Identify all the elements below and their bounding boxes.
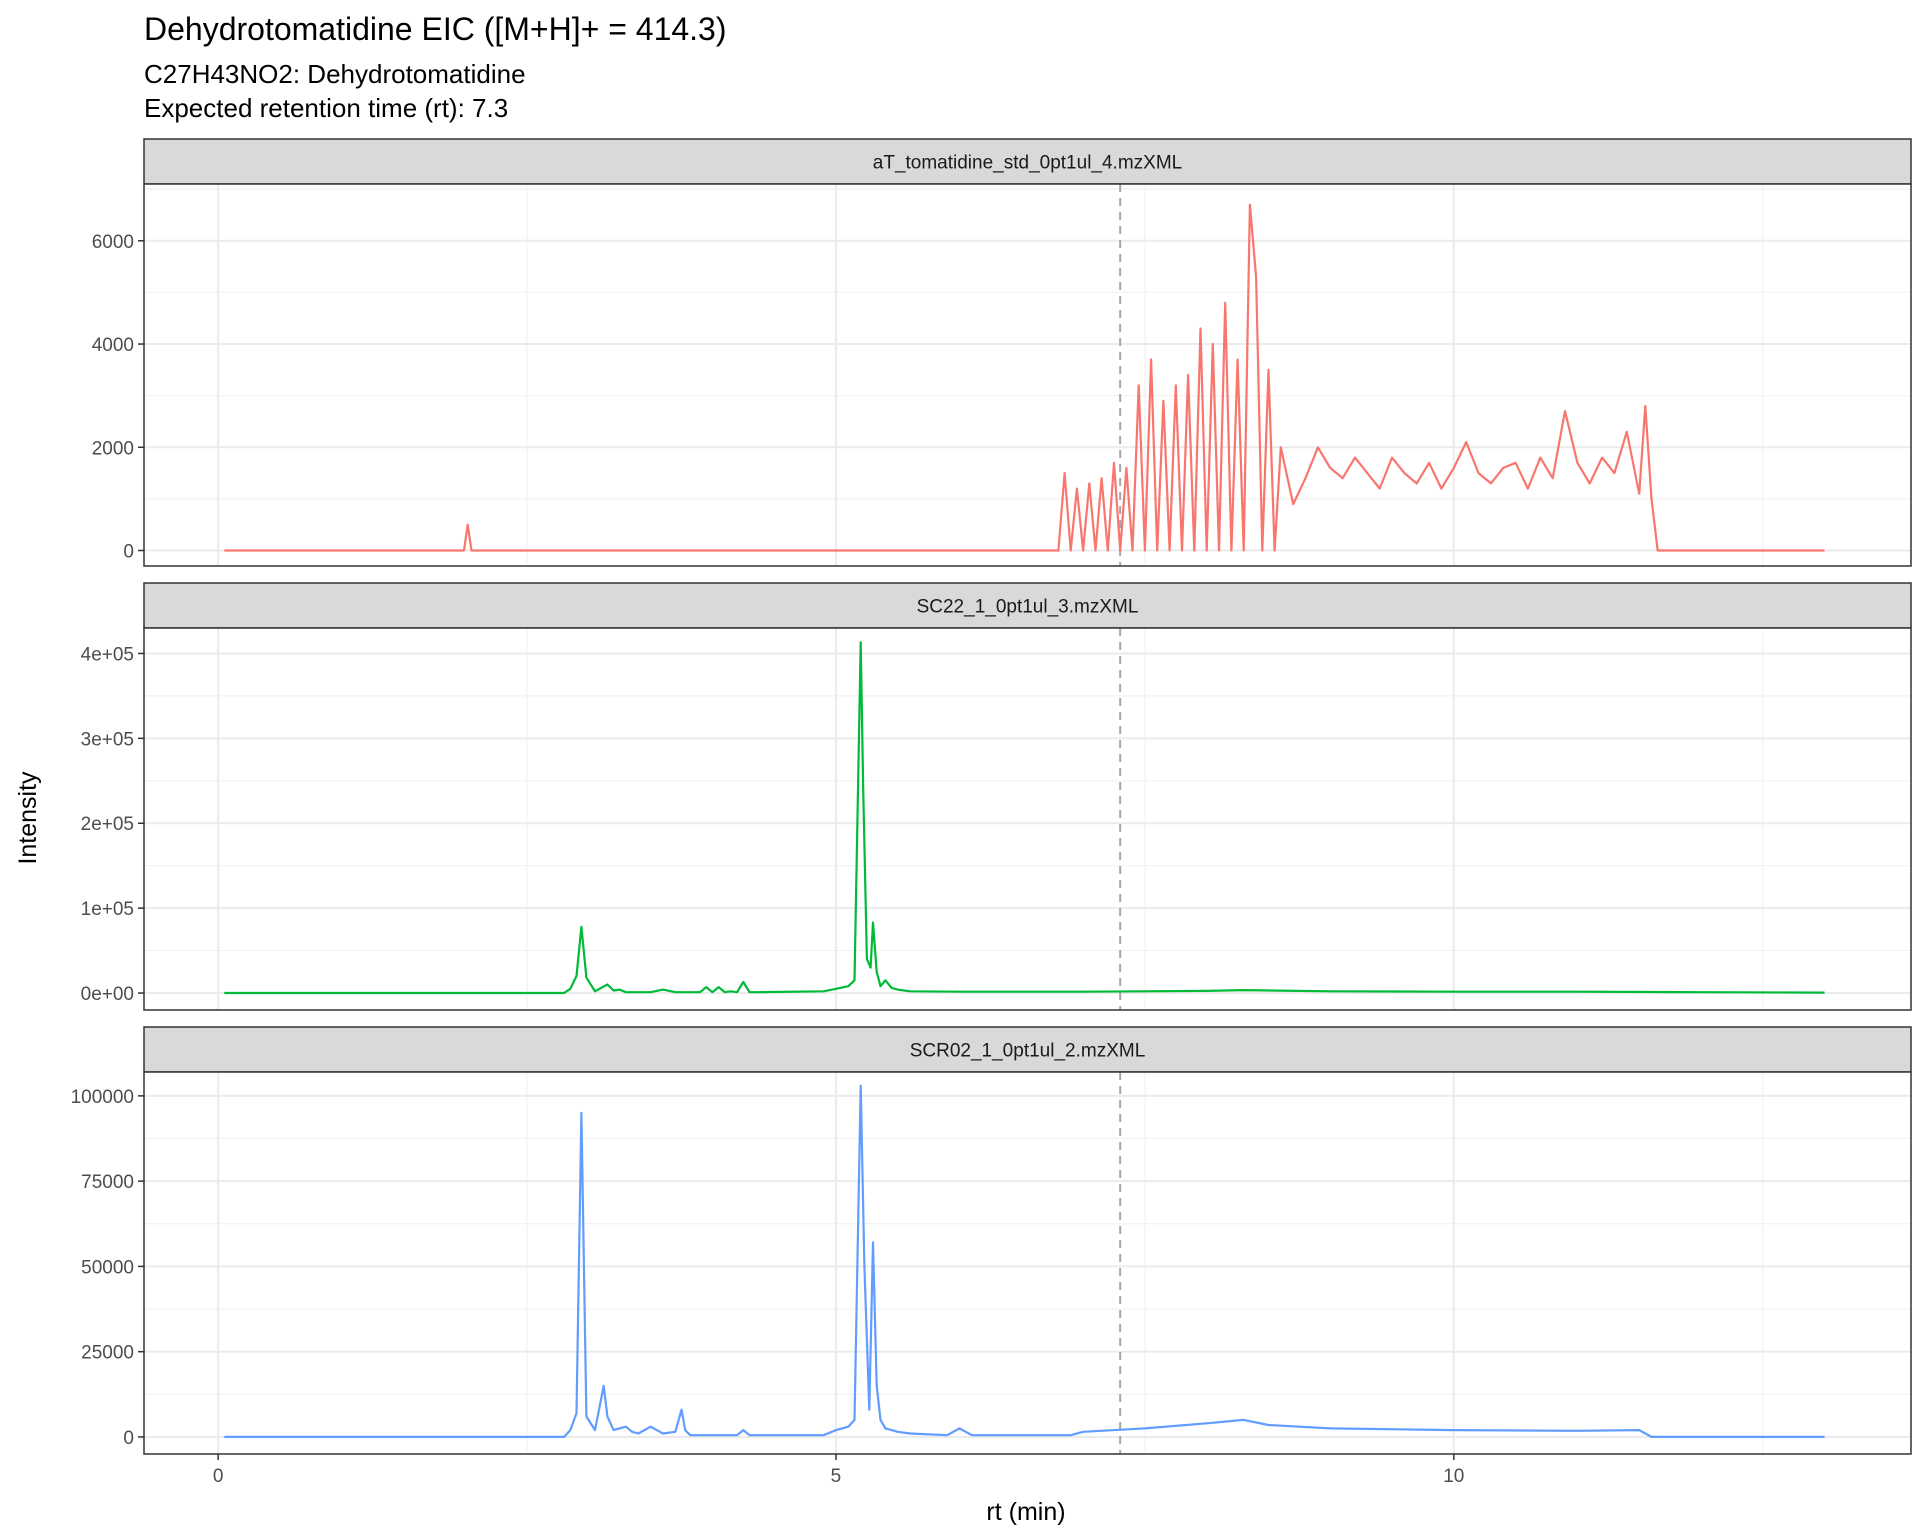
series-line [224, 1084, 1825, 1439]
x-axis-title: rt (min) [986, 1498, 1065, 1526]
facet-panel: SC22_1_0pt1ul_3.mzXML 0e+00 1e+05 2e+05 3e+0… [81, 582, 1912, 1011]
x-tick-label: 0 [213, 1466, 224, 1487]
y-tick-label: 100000 [71, 1087, 134, 1108]
x-tick-label: 5 [831, 1466, 842, 1487]
y-tick-label: 0 [123, 1428, 134, 1449]
facet-strip [143, 1026, 1912, 1073]
y-tick-label: 4000 [92, 335, 134, 356]
facet-strip-label: aT_tomatidine_std_0pt1ul_4.mzXML [873, 153, 1182, 174]
facet-panel: SCR02_1_0pt1ul_2.mzXML 0 25000 50000 75000 10… [71, 1026, 1912, 1455]
y-tick-label: 0e+00 [81, 984, 134, 1005]
panel-border [143, 183, 1912, 567]
y-tick-label: 3e+05 [81, 729, 134, 750]
y-tick-label: 0 [123, 542, 134, 563]
panel-background [144, 184, 1911, 566]
y-tick-label: 1e+05 [81, 899, 134, 920]
facet-panel: aT_tomatidine_std_0pt1ul_4.mzXML 0 2000 400… [92, 138, 1912, 567]
y-axis-title: Intensity [14, 771, 42, 865]
panel-background [144, 628, 1911, 1010]
y-tick-label: 50000 [81, 1257, 134, 1278]
x-tick-label: 10 [1443, 1466, 1464, 1487]
chart-title: Dehydrotomatidine EIC ([M+H]+ = 414.3) [144, 11, 727, 47]
y-tick-label: 2000 [92, 438, 134, 459]
chart-subtitle-formula: C27H43NO2: Dehydrotomatidine [144, 59, 526, 89]
panel-background [144, 1072, 1911, 1454]
facet-strip [143, 582, 1912, 629]
y-tick-label: 2e+05 [81, 814, 134, 835]
series-line [224, 203, 1825, 552]
facet-panels: aT_tomatidine_std_0pt1ul_4.mzXML 0 2000 400… [71, 138, 1912, 1455]
y-tick-label: 6000 [92, 232, 134, 253]
y-tick-label: 25000 [81, 1343, 134, 1364]
facet-strip [143, 138, 1912, 185]
x-axis: 0 5 10 [213, 1454, 1464, 1487]
panel-border [143, 627, 1912, 1011]
y-tick-label: 75000 [81, 1172, 134, 1193]
chart-subtitle-expected-rt: Expected retention time (rt): 7.3 [144, 93, 508, 123]
facet-strip-label: SC22_1_0pt1ul_3.mzXML [917, 597, 1139, 618]
y-tick-label: 4e+05 [81, 644, 134, 665]
facet-strip-label: SCR02_1_0pt1ul_2.mzXML [910, 1041, 1146, 1062]
panel-border [143, 1071, 1912, 1455]
series-line [224, 641, 1825, 995]
